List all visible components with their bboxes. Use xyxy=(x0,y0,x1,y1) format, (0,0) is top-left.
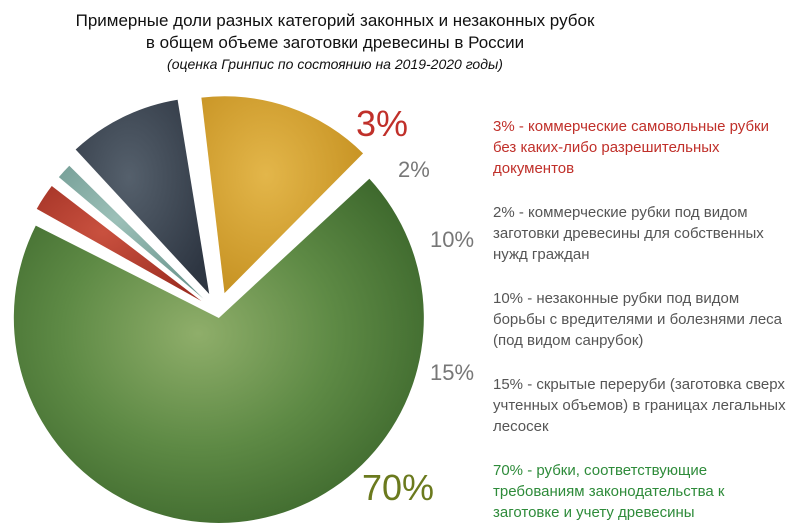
chart-title-line-1: Примерные доли разных категорий законных… xyxy=(75,11,595,30)
slice-label-70pct: 70% xyxy=(362,467,434,508)
legend-item-3pct: 3% - коммерческие самовольные рубки без … xyxy=(493,118,769,177)
chart-subtitle: (оценка Гринпис по состоянию на 2019-202… xyxy=(167,56,503,72)
slice-3pct xyxy=(36,186,202,301)
legend-item-2pct: 2% - коммерческие рубки под видом загото… xyxy=(493,204,764,263)
legend-item-70pct: 70% - рубки, соответствующие требованиям… xyxy=(493,462,725,521)
slice-label-2pct: 2% xyxy=(398,157,430,182)
slice-label-10pct: 10% xyxy=(430,227,474,252)
slice-70pct xyxy=(13,178,424,523)
slice-10pct xyxy=(75,99,210,295)
slice-label-15pct: 15% xyxy=(430,360,474,385)
slice-15pct xyxy=(201,96,364,294)
slice-2pct xyxy=(58,165,204,299)
pie-slice-labels: 3% 2% 10% 15% 70% xyxy=(356,103,474,508)
legend-item-10pct: 10% - незаконные рубки под видом борьбы … xyxy=(493,290,783,349)
legend-item-15pct: 15% - скрытые переруби (заготовка сверх … xyxy=(493,376,786,435)
pie-slices xyxy=(13,96,424,523)
chart-title-block: Примерные доли разных категорий законных… xyxy=(40,10,630,74)
slice-label-3pct: 3% xyxy=(356,103,408,144)
chart-title-line-2: в общем объеме заготовки древесины в Рос… xyxy=(145,33,525,52)
